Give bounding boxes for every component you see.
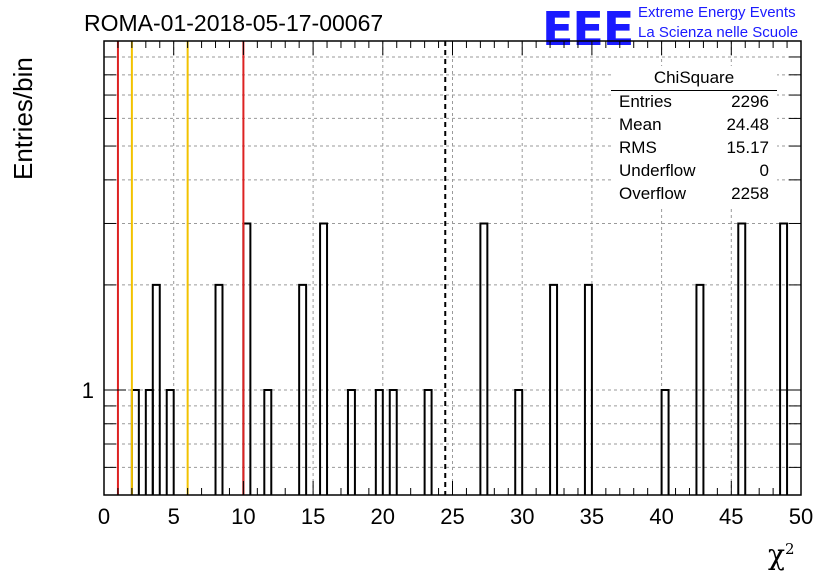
- x-tick-label: 25: [440, 504, 464, 529]
- x-tick-label: 35: [580, 504, 604, 529]
- histogram-bin: [346, 388, 356, 495]
- histogram-bin: [151, 283, 161, 495]
- x-tick-label: 30: [510, 504, 534, 529]
- logo-caption-line2: La Scienza nelle Scuole: [638, 24, 799, 41]
- x-tick-label: 15: [301, 504, 325, 529]
- x-tick-label: 5: [168, 504, 180, 529]
- histogram-bin: [388, 388, 398, 495]
- x-tick-label: 45: [719, 504, 743, 529]
- marker-lines: [116, 41, 447, 495]
- stats-value: 24.48: [726, 115, 769, 134]
- histogram-bin: [779, 222, 789, 495]
- y-tick-label: 1: [82, 378, 94, 403]
- x-tick-label: 40: [649, 504, 673, 529]
- stats-key: Underflow: [619, 161, 696, 180]
- stats-key: Overflow: [619, 184, 687, 203]
- histogram-bin: [242, 222, 252, 495]
- y-axis-label: Entries/bin: [8, 57, 38, 180]
- stats-separator: [611, 90, 777, 91]
- histogram-bin: [374, 388, 384, 495]
- stats-value: 15.17: [726, 138, 769, 157]
- stats-box: ChiSquare Entries 2296 Mean 24.48 RMS 15…: [611, 66, 777, 209]
- histogram-bins: [130, 222, 789, 495]
- histogram-bin: [165, 388, 175, 495]
- histogram-bin: [298, 283, 308, 495]
- histogram-bin: [263, 388, 273, 495]
- stats-key: RMS: [619, 138, 657, 157]
- tick-labels: 0 5 10 15 20 25 30 35 40 45 50 1: [82, 378, 813, 529]
- histogram-bin: [514, 388, 524, 495]
- x-tick-label: 10: [231, 504, 255, 529]
- stats-value: 0: [759, 161, 769, 180]
- histogram-bin: [660, 388, 670, 495]
- x-tick-label: 20: [371, 504, 395, 529]
- chart-title: ROMA-01-2018-05-17-00067: [84, 10, 384, 36]
- histogram-bin: [423, 388, 433, 495]
- x-tick-label: 50: [789, 504, 813, 529]
- stats-key: Mean: [619, 115, 662, 134]
- stats-value: 2296: [731, 92, 769, 111]
- eee-logo: EEE: [542, 2, 634, 56]
- histogram-bin: [319, 222, 329, 495]
- stats-value: 2258: [731, 184, 769, 203]
- histogram-bin: [549, 283, 559, 495]
- logo-caption-line1: Extreme Energy Events: [638, 4, 796, 21]
- histogram-bin: [583, 283, 593, 495]
- stats-key: Entries: [619, 92, 672, 111]
- histogram-bin: [695, 283, 705, 495]
- stats-title: ChiSquare: [653, 68, 735, 87]
- histogram-bin: [214, 283, 224, 495]
- histogram-bin: [479, 222, 489, 495]
- plot-frame: [103, 40, 802, 496]
- x-tick-label: 0: [98, 504, 110, 529]
- histogram-bin: [737, 222, 747, 495]
- axis-ticks: [103, 41, 802, 496]
- x-axis-label: χ2: [768, 538, 795, 571]
